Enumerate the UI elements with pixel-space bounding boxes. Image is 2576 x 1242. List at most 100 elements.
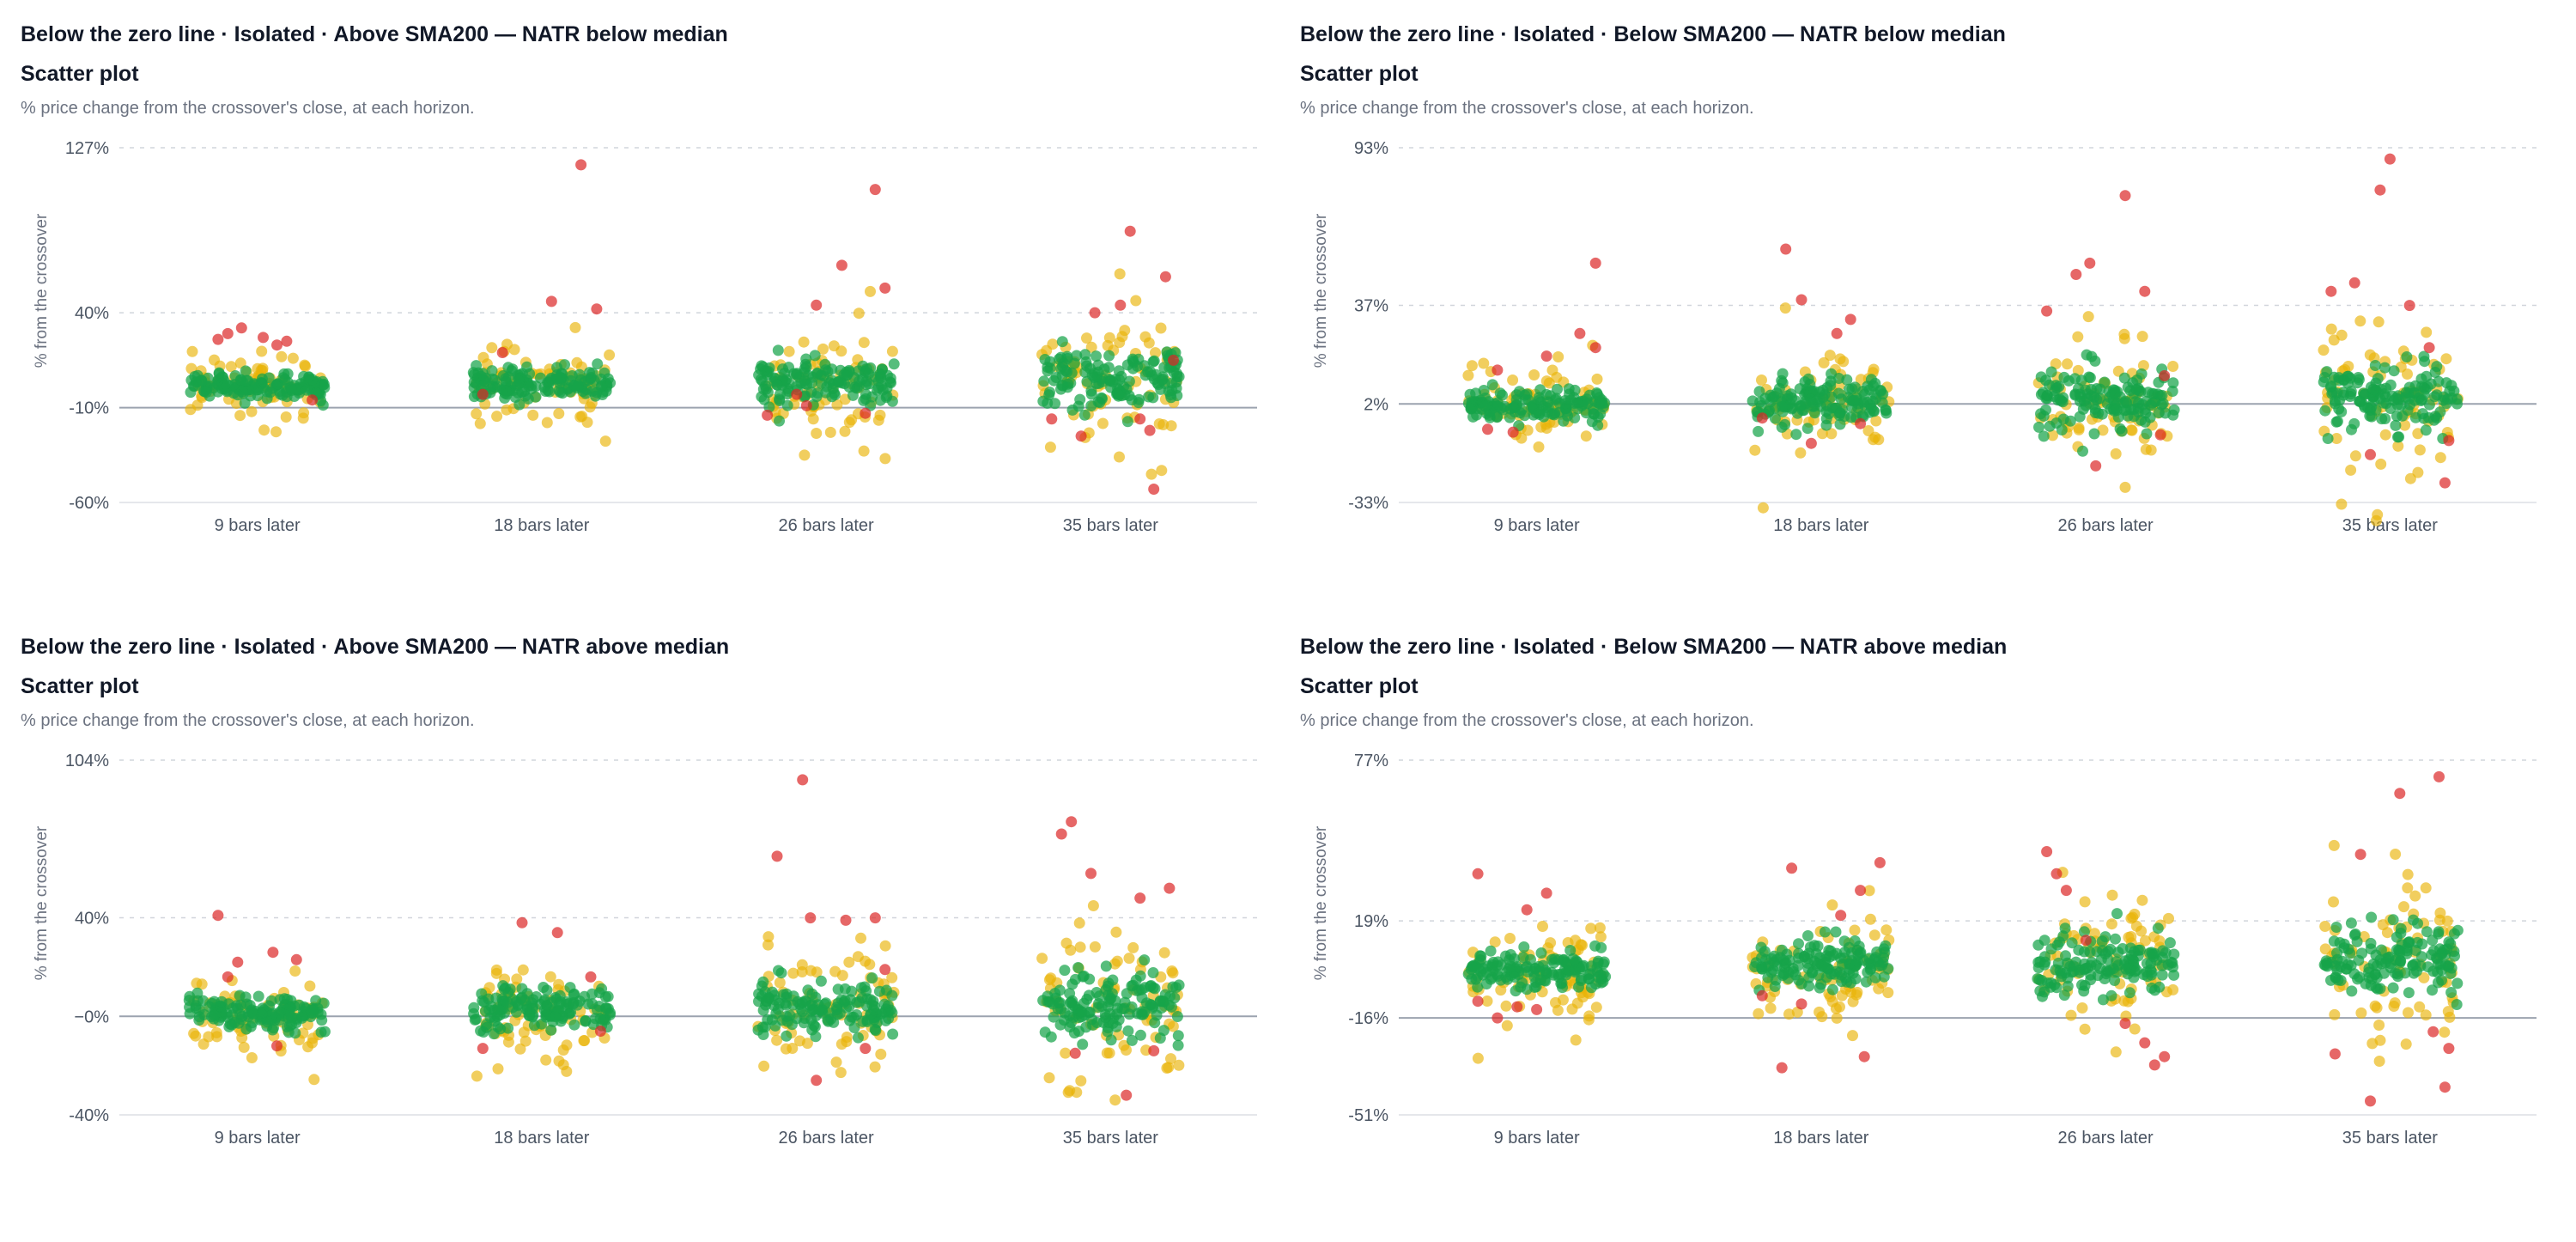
scatter-point	[604, 349, 616, 361]
scatter-point	[488, 1028, 500, 1040]
scatter-point	[799, 363, 811, 375]
scatter-point	[1159, 271, 1171, 283]
scatter-point	[1753, 1008, 1765, 1020]
scatter-point	[2345, 464, 2357, 476]
scatter-point	[477, 995, 489, 1007]
scatter-point	[880, 1014, 892, 1026]
scatter-point	[1165, 1053, 1176, 1065]
scatter-point	[1116, 331, 1128, 343]
scatter-point	[1541, 406, 1553, 418]
scatter-point	[758, 393, 770, 405]
scatter-point	[1868, 929, 1880, 941]
scatter-point	[2038, 430, 2050, 442]
y-tick-label: -16%	[1348, 1009, 1388, 1028]
scatter-point	[235, 322, 247, 334]
scatter-point	[2166, 386, 2178, 397]
y-tick-label: 93%	[1354, 139, 1388, 158]
category-points	[1747, 856, 1895, 1074]
scatter-point	[855, 932, 866, 944]
scatter-point	[2398, 901, 2409, 913]
scatter-point	[853, 307, 865, 320]
scatter-point	[757, 1004, 769, 1016]
scatter-point	[1749, 444, 1761, 456]
scatter-point	[468, 391, 480, 403]
scatter-point	[258, 332, 269, 344]
scatter-point	[2408, 914, 2419, 926]
scatter-point	[2077, 445, 2088, 457]
scatter-point	[1855, 417, 1867, 429]
scatter-point	[2328, 839, 2340, 851]
scatter-point	[521, 361, 533, 373]
scatter-point	[204, 390, 216, 402]
scatter-point	[1110, 926, 1122, 938]
scatter-point	[881, 369, 893, 381]
scatter-point	[545, 1024, 557, 1036]
scatter-point	[1134, 413, 1146, 425]
scatter-point	[2392, 440, 2404, 452]
scatter-point	[839, 425, 851, 437]
scatter-point	[2091, 946, 2103, 958]
scatter-point	[516, 983, 528, 995]
scatter-point	[879, 282, 891, 294]
scatter-point	[307, 394, 319, 406]
scatter-point	[2148, 931, 2160, 943]
scatter-point	[2372, 316, 2385, 328]
scatter-point	[873, 985, 885, 997]
scatter-point	[1466, 396, 1478, 408]
scatter-point	[271, 339, 283, 351]
scatter-point	[1570, 1034, 1582, 1046]
scatter-point	[2139, 1037, 2151, 1049]
y-tick-label: -10%	[69, 399, 109, 418]
scatter-point	[840, 914, 852, 926]
scatter-point	[826, 391, 838, 403]
scatter-point	[1089, 941, 1101, 953]
scatter-point	[2319, 405, 2331, 417]
scatter-point	[184, 990, 196, 1002]
scatter-point	[2420, 383, 2432, 395]
scatter-point	[1066, 978, 1078, 990]
scatter-point	[868, 1004, 879, 1016]
scatter-point	[2322, 433, 2334, 444]
scatter-point	[536, 1018, 548, 1030]
scatter-point	[869, 912, 881, 924]
scatter-point	[2139, 935, 2151, 947]
scatter-point	[486, 342, 498, 354]
scatter-point	[2328, 935, 2340, 947]
scatter-point	[211, 1031, 223, 1043]
scatter-point	[1492, 364, 1504, 376]
scatter-point	[2136, 894, 2148, 906]
scatter-point	[2100, 968, 2112, 980]
scatter-point	[2136, 331, 2148, 343]
scatter-point	[1869, 971, 1881, 983]
scatter-point	[835, 259, 848, 271]
x-tick-label: 9 bars later	[215, 516, 301, 535]
scatter-point	[2414, 444, 2426, 456]
scatter-point	[1594, 922, 1606, 934]
category-points	[1747, 243, 1895, 514]
scatter-point	[296, 1012, 308, 1024]
scatter-point	[2038, 959, 2050, 971]
scatter-point	[2099, 931, 2111, 943]
scatter-point	[1834, 953, 1846, 964]
scatter-point	[1815, 400, 1827, 412]
scatter-point	[841, 1036, 853, 1048]
scatter-point	[1105, 1034, 1117, 1046]
scatter-point	[283, 1020, 295, 1032]
scatter-point	[197, 1038, 210, 1050]
scatter-point	[1472, 995, 1484, 1008]
scatter-point	[2084, 257, 2096, 269]
scatter-point	[1103, 1047, 1115, 1059]
scatter-point	[2365, 448, 2376, 460]
y-tick-label: -33%	[1348, 494, 1388, 513]
scatter-point	[2168, 969, 2180, 981]
scatter-point	[1521, 388, 1533, 400]
scatter-point	[256, 373, 268, 385]
scatter-point	[1522, 965, 1534, 977]
scatter-point	[2083, 371, 2095, 383]
scatter-point	[1590, 1002, 1602, 1014]
scatter-point	[1066, 996, 1078, 1008]
scatter-point	[2132, 950, 2144, 962]
scatter-point	[1805, 393, 1817, 405]
scatter-point	[271, 1040, 283, 1052]
scatter-point	[2154, 429, 2166, 441]
